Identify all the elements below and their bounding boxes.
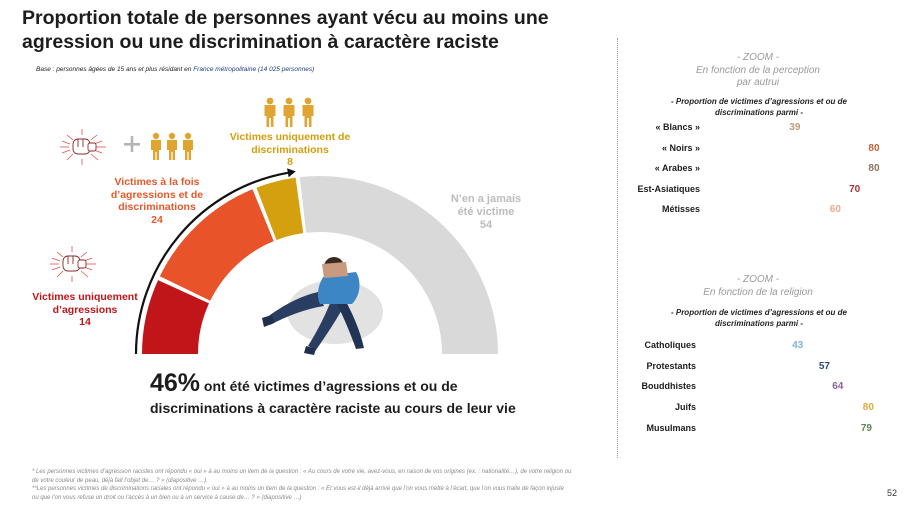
label-both-line: discriminations [118,201,196,213]
bar-value-label: 64 [832,381,844,393]
gauge-chart [50,97,498,355]
bar-value-label: 80 [868,163,880,174]
seated-person-figure [262,257,383,355]
gauge-segments [142,175,498,354]
label-never: N’en a jamais été victime 54 [436,193,536,232]
label-discriminations: Victimes uniquement de discriminations 8 [220,131,360,169]
label-agressions-value: 14 [79,316,91,328]
bar-value-label: 57 [818,360,830,372]
bar-category-label: « Noirs » [661,142,700,153]
divider [617,38,619,458]
zoom-subtitle: En fonction de la religion [703,286,813,298]
punch-icon [50,246,96,282]
zoom-perception-header: - ZOOM - En fonction de la perception pa… [668,52,848,90]
bar-category-label: Est-Asiatiques [637,183,700,194]
bar-category-label: Protestants [646,360,696,371]
label-never-line: N’en a jamais [450,193,522,205]
base-prefix: Base : personnes âgées de 15 ans et plus… [36,66,194,73]
zoom-religion-heading: - Proportion de victimes d’agressions et… [670,308,848,328]
zoom-label: - ZOOM - [736,52,780,63]
gauge-segment-2 [256,177,304,241]
bar-value-label: 79 [860,422,872,434]
zoom-label: - ZOOM - [736,274,780,285]
bar-value-label: 80 [862,402,874,414]
label-both-line: Victimes à la fois [114,176,200,188]
label-both: Victimes à la fois d’agressions et de di… [92,176,222,226]
bar-value-label: 39 [789,122,801,133]
label-discriminations-line: Victimes uniquement de [229,131,351,143]
summary-line1: ont été victimes d’agressions et ou de [200,378,458,394]
bar-category-label: Musulmans [646,422,696,433]
page-number: 52 [886,488,897,498]
bar-value-label: 70 [849,183,861,195]
bar-category-label: Juifs [674,402,696,413]
zoom-subtitle: En fonction de la perception par autrui [696,64,820,89]
label-never-value: 54 [479,219,493,231]
bar-category-label: Catholiques [644,340,696,350]
people-group-icon [264,97,314,127]
footnote: * Les personnes victimes d’agression rac… [32,469,572,484]
label-discriminations-line: discriminations [251,143,329,156]
label-both-line: d’agressions et de [110,188,204,201]
people-group-icon [151,132,193,160]
label-both-value: 24 [151,213,163,226]
bar-category-label: Bouddhistes [641,381,696,392]
bar-value-label: 43 [792,340,804,351]
gauge-segment-3 [299,175,498,354]
plus-icon [124,136,140,152]
label-discriminations-value: 8 [287,156,293,168]
footnote: **Les personnes victimes de discriminati… [32,486,564,501]
gauge-segment-1 [159,189,274,301]
zoom-perception-heading: - Proportion de victimes d’agressions et… [670,97,848,117]
summary-line2: discriminations à caractère raciste au c… [150,400,516,416]
gauge-segment-0 [142,280,209,354]
punch-icon [60,129,106,165]
summary-statement: 46% ont été victimes d’agressions et ou … [150,369,516,419]
base-highlight: France métropolitaine (14 025 personnes) [193,66,315,73]
bar-category-label: « Arabes » [654,163,700,173]
base-note: Base : personnes âgées de 15 ans et plus… [36,66,314,73]
label-agressions-line: d’agressions [52,303,118,316]
bar-value-label: 80 [868,142,880,154]
label-agressions-line: Victimes uniquement [32,291,138,303]
progress-arrow [134,171,289,355]
bar-category-label: « Blancs » [655,122,700,132]
bar-category-label: Métisses [661,204,700,214]
bar-value-label: 60 [829,204,841,215]
footnotes: * Les personnes victimes d’agression rac… [32,468,572,502]
label-agressions: Victimes uniquement d’agressions 14 [22,291,148,329]
summary-percent: 46% [150,369,201,397]
progress-arrowhead [287,168,296,178]
label-never-line: été victime [457,206,515,218]
page-title: Proportion totale de personnes ayant véc… [22,7,549,53]
zoom-religion-header: - ZOOM - En fonction de la religion [668,274,848,299]
